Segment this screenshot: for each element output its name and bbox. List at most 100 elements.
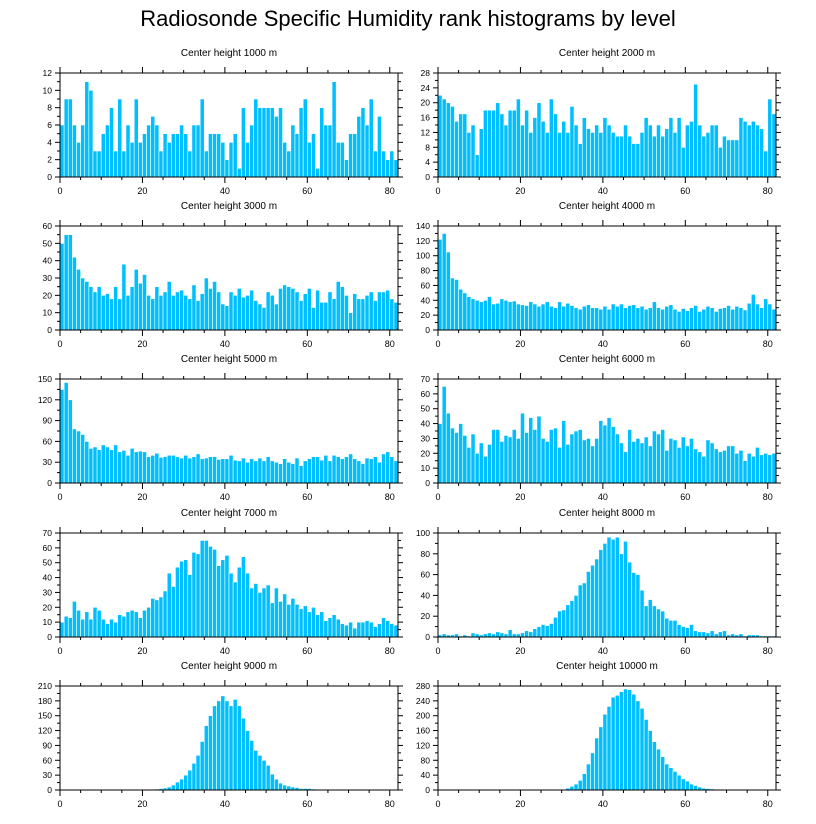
- panel-8-bar: [664, 617, 670, 638]
- panel-5-bar: [372, 456, 378, 484]
- panel-6: Center height 6000 m 0 10 20 30 40 50 60 70 0 20 40…: [421, 354, 781, 502]
- panel-5-bar: [290, 463, 296, 484]
- panel-7-ytick-label: 70: [43, 528, 53, 538]
- panel-6-bar: [532, 429, 538, 484]
- panel-7-bar: [76, 609, 81, 638]
- panel-4-bar: [581, 305, 587, 331]
- panel-2-bar: [693, 83, 698, 178]
- panel-10-bar: [598, 726, 604, 791]
- panel-6-bar: [573, 430, 579, 484]
- panel-8-xtick-label: 60: [680, 646, 690, 656]
- panel-2-bar: [664, 128, 670, 178]
- panel-1-bar: [335, 142, 341, 178]
- panel-7-bar: [241, 556, 246, 638]
- panel-4-bar: [516, 303, 521, 331]
- panel-10-ytick-label: 280: [416, 681, 430, 691]
- panel-4-bar: [722, 307, 727, 331]
- panel-3-bar: [241, 296, 246, 331]
- panel-5-bar: [224, 458, 230, 484]
- panel-8-bar: [557, 610, 562, 638]
- panel-1-bar: [187, 150, 193, 178]
- panel-7-bar: [170, 586, 176, 638]
- panel-5-bar: [249, 458, 255, 484]
- panel-2-xtick-label: 20: [515, 186, 525, 196]
- panel-7-bar: [187, 574, 193, 638]
- panel-10-ytick-label: 160: [416, 726, 430, 736]
- panel-3-bar: [381, 291, 386, 331]
- panel-7-bar: [105, 623, 110, 638]
- panel-10-bar: [627, 689, 633, 791]
- panel-5: Center height 5000 m 0 30 60 90 120 150 0 20 40 60…: [38, 354, 403, 502]
- panel-2-bar: [763, 150, 769, 178]
- panel-6-ytick-label: 10: [421, 463, 431, 473]
- panel-7-bar: [80, 618, 86, 638]
- panel-3-bar: [113, 286, 119, 331]
- panel-1-bar: [364, 124, 370, 178]
- panel-5-bar: [158, 457, 164, 484]
- panel-4-bar: [586, 304, 591, 331]
- panel-2-bar: [685, 124, 690, 178]
- panel-1-ytick-label: 10: [43, 85, 53, 95]
- panel-4-bar: [602, 305, 608, 331]
- panel-2-ytick-label: 4: [425, 157, 430, 167]
- panel-6-bar: [767, 454, 773, 484]
- panel-1-ytick-label: 6: [47, 120, 52, 130]
- panel-10-ytick-label: 40: [421, 770, 431, 780]
- panel-6-bar: [491, 429, 497, 484]
- panel-3-xtick-label: 60: [302, 339, 312, 349]
- panel-3-bar: [117, 298, 123, 331]
- panel-9-bar: [261, 759, 267, 791]
- panel-7-xtick-label: 20: [137, 646, 147, 656]
- panel-2-bar: [652, 135, 657, 178]
- panel-8-ytick-label: 80: [421, 549, 431, 559]
- panel-2-bar: [610, 132, 616, 178]
- panel-6-xtick-label: 20: [515, 492, 525, 502]
- panel-3-bar: [88, 286, 94, 331]
- panel-9-bar: [212, 705, 217, 791]
- panel-1-ytick-label: 2: [47, 155, 52, 165]
- panel-6-bar: [458, 423, 464, 484]
- panel-6-bar: [668, 438, 674, 484]
- panel-2-bar: [767, 98, 773, 178]
- panel-9-bar: [187, 769, 193, 791]
- panel-6-bar: [569, 433, 575, 484]
- panel-1-bar: [385, 159, 391, 178]
- panel-10-bar: [664, 763, 670, 791]
- panel-1-bar: [298, 107, 304, 178]
- panel-2-title: Center height 2000 m: [559, 48, 655, 59]
- panel-2-bar: [528, 132, 534, 178]
- panel-6-bar: [697, 451, 703, 484]
- panel-7-bar: [257, 592, 263, 638]
- panel-3-bar: [187, 298, 193, 331]
- panel-6-bar: [631, 441, 637, 484]
- panel-3-bar: [162, 291, 168, 331]
- panel-5-bar: [232, 459, 238, 484]
- panel-4-ytick-label: 60: [421, 280, 431, 290]
- panel-5-bar: [311, 456, 316, 484]
- panel-5-bar: [129, 448, 135, 484]
- panel-6-bar: [528, 417, 534, 484]
- panel-1-bar: [377, 116, 382, 178]
- panel-9: Center height 9000 m 0 30 60 90 120 150 180 210 0…: [38, 661, 403, 809]
- panel-10-bar: [676, 774, 682, 791]
- panel-1-bar: [216, 133, 222, 178]
- panel-2-bar: [656, 124, 661, 178]
- panel-3-bar: [109, 298, 114, 331]
- panel-7-bar: [63, 615, 69, 638]
- panel-7-bar: [216, 565, 222, 638]
- panel-2-bar: [491, 109, 497, 178]
- panel-5-bar: [377, 461, 382, 484]
- panel-1-bar: [282, 142, 288, 178]
- panel-1-bar: [84, 81, 90, 178]
- panel-5-bar: [203, 457, 209, 484]
- panel-7-bar: [286, 604, 292, 638]
- panel-6-bar: [598, 420, 604, 484]
- panel-9-xtick-label: 40: [220, 799, 230, 809]
- panel-3-bar: [154, 286, 160, 331]
- panel-6-bar: [466, 447, 472, 484]
- panel-10-ytick-label: 120: [416, 740, 430, 750]
- panel-6-bar: [470, 433, 476, 484]
- panel-8-bar: [672, 620, 678, 638]
- panel-5-bar: [162, 456, 168, 484]
